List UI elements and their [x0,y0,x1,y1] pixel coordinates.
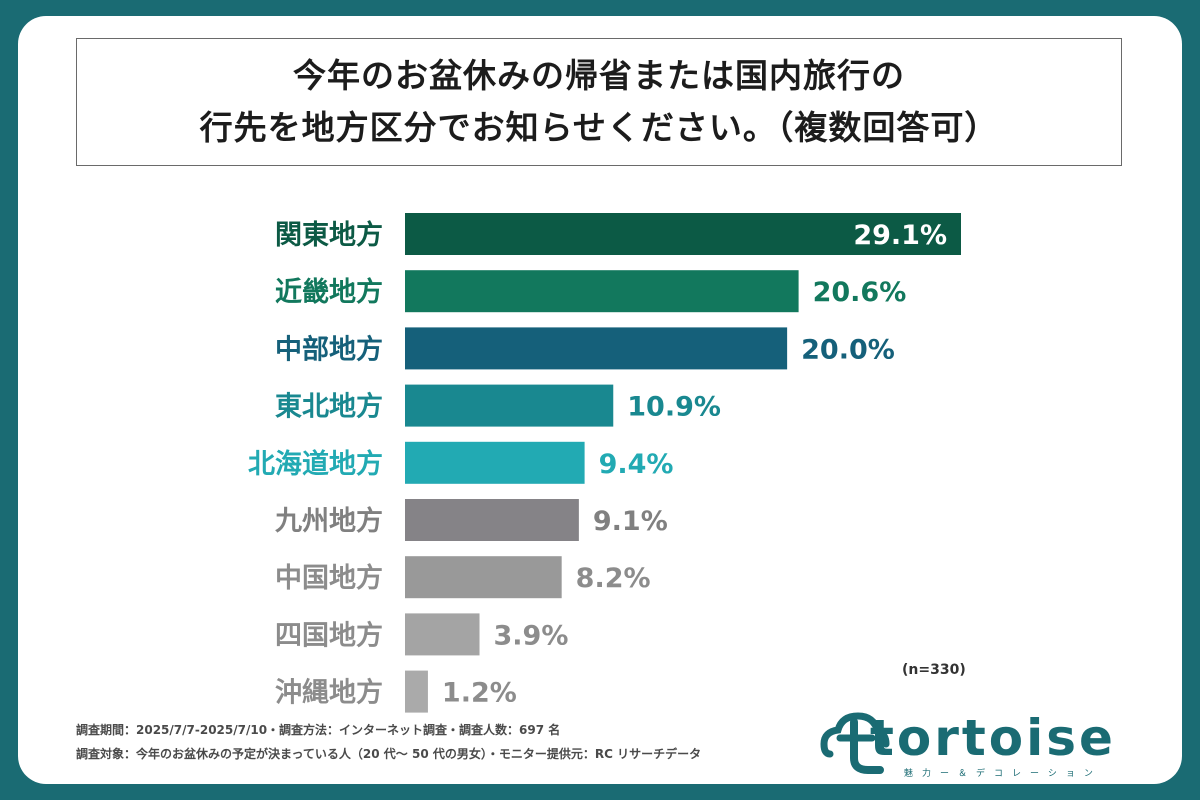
bar-chart: 関東地方 29.1% 近畿地方 20.6% 中部地方 20.0% 東北地方 10.9% 北海道地… [248,213,961,713]
value-label: 8.2% [576,563,651,594]
tortoise-logo: tortoise 魅力ー＆デコレーション [820,706,1150,779]
category-label: 九州地方 [275,505,383,537]
value-label: 9.4% [599,449,674,480]
bar [405,213,961,255]
value-label: 29.1% [853,220,947,251]
category-label: 四国地方 [275,619,383,651]
bar [405,384,614,427]
chart-card: 今年のお盆休みの帰省または国内旅行の 行先を地方区分でお知らせください。（複数回… [18,16,1182,784]
bar [405,670,428,713]
footnote-target: 調査対象：今年のお盆休みの予定が決まっている人（20 代～ 50 代の男女）・モ… [76,747,702,761]
title-line-2: 行先を地方区分でお知らせください。（複数回答可） [199,108,999,147]
category-label: 沖縄地方 [275,677,383,709]
bar [405,441,585,484]
category-label: 近畿地方 [275,276,383,308]
category-label: 中部地方 [275,333,383,365]
category-label: 東北地方 [275,391,383,423]
category-label: 北海道地方 [248,448,383,480]
tortoise-logo-mark-icon [820,712,890,774]
category-label: 中国地方 [275,562,383,594]
bar [405,556,562,599]
logo-tagline: 魅力ー＆デコレーション [904,769,1102,779]
logo-wordmark: tortoise [870,709,1116,767]
survey-footnotes: 調査期間：2025/7/7-2025/7/10・調査方法：インターネット調査・調… [76,718,701,766]
category-label: 関東地方 [275,219,383,251]
bar [405,613,480,656]
bar [405,499,579,541]
value-label: 3.9% [494,620,569,651]
bar [405,270,799,313]
bar [405,327,788,370]
value-label: 20.0% [801,334,895,365]
chart-title: 今年のお盆休みの帰省または国内旅行の 行先を地方区分でお知らせください。（複数回… [76,38,1122,166]
footnote-period: 調査期間：2025/7/7-2025/7/10・調査方法：インターネット調査・調… [76,723,561,737]
value-label: 20.6% [813,277,907,308]
sample-size-note: (n=330) [902,662,966,678]
value-label: 9.1% [593,506,668,537]
title-line-1: 今年のお盆休みの帰省または国内旅行の [293,56,905,95]
value-label: 10.9% [627,392,721,423]
value-label: 1.2% [442,678,517,709]
